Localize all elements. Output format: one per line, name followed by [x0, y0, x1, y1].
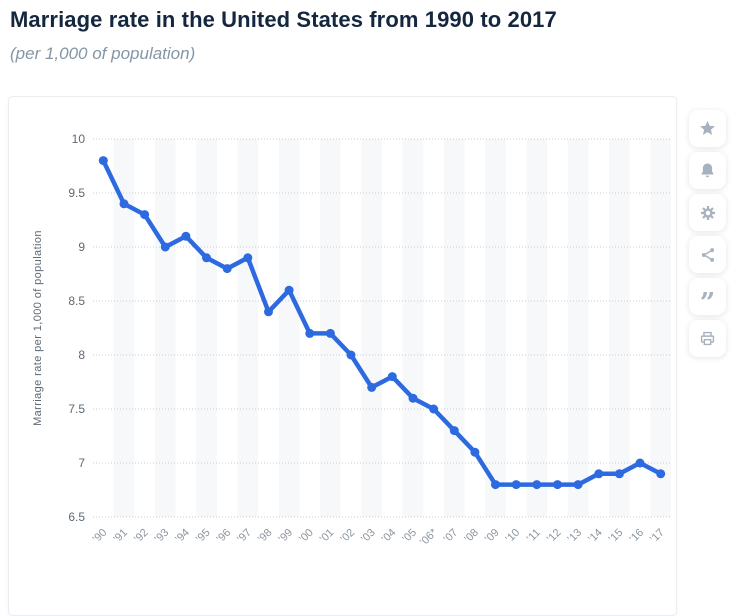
plot-band [154, 139, 176, 517]
data-point[interactable] [635, 458, 645, 468]
x-tick-label: ’90 [91, 527, 110, 546]
x-tick-label: ’11 [525, 527, 543, 545]
x-tick-label: ’93 [153, 527, 172, 546]
data-point[interactable] [614, 469, 624, 479]
x-tick-label: ’15 [607, 527, 626, 546]
plot-band [361, 139, 382, 517]
quote-icon: ” [699, 287, 716, 319]
x-tick-label: ’10 [503, 527, 522, 546]
gear-icon [700, 205, 715, 220]
print-button[interactable] [689, 320, 726, 357]
plot-band [650, 139, 671, 517]
data-point[interactable] [470, 447, 480, 457]
x-tick-label: ’01 [318, 527, 337, 546]
share-button[interactable] [689, 236, 726, 273]
y-tick-label: 9.5 [68, 186, 85, 200]
notifications-button[interactable] [689, 152, 726, 189]
x-tick-label: ’91 [111, 527, 130, 546]
chart-header: Marriage rate in the United States from … [10, 5, 670, 65]
x-tick-label: ’12 [545, 527, 564, 546]
data-point[interactable] [264, 307, 273, 317]
x-tick-label: ’09 [483, 527, 502, 546]
chart-card: 10 9.5 9 8.5 8 7.5 7 6.5 Marriage rate per 1,000… [8, 96, 677, 616]
x-tick-label: ’03 [359, 527, 378, 546]
plot-band [113, 139, 135, 517]
bell-icon [701, 163, 714, 178]
plot-band [278, 139, 300, 517]
chart-svg: 10 9.5 9 8.5 8 7.5 7 6.5 Marriage rate per 1,000… [32, 132, 671, 549]
x-tick-label: ’17 [648, 527, 667, 546]
x-tick-label: ’96 [214, 527, 233, 546]
data-point[interactable] [491, 480, 500, 490]
data-point[interactable] [532, 480, 542, 490]
data-point[interactable] [656, 469, 666, 479]
data-point[interactable] [387, 372, 397, 382]
x-tick-label: ’94 [173, 527, 192, 546]
y-tick-label: 7.5 [68, 402, 85, 416]
data-point[interactable] [305, 328, 315, 338]
y-tick-label: 8.5 [68, 294, 85, 308]
x-tick-label: ’98 [256, 527, 275, 546]
favorite-button[interactable] [689, 110, 726, 147]
chart-toolbar: ” [689, 110, 727, 357]
data-point[interactable] [429, 404, 439, 414]
plot-band [609, 139, 630, 517]
data-point[interactable] [511, 480, 521, 490]
data-point[interactable] [346, 350, 356, 360]
data-point[interactable] [284, 285, 294, 295]
plot-band [320, 139, 341, 517]
page-title: Marriage rate in the United States from … [10, 7, 557, 32]
data-point[interactable] [119, 199, 129, 209]
data-point[interactable] [222, 264, 232, 274]
plot-band [526, 139, 548, 517]
y-tick-label: 9 [78, 240, 85, 254]
x-tick-label: ’92 [132, 527, 151, 546]
share-icon [701, 247, 714, 262]
x-tick-label: ’13 [565, 527, 584, 546]
x-tick-label: ’02 [338, 527, 357, 546]
x-tick-label: ’95 [194, 527, 213, 546]
y-axis-title: Marriage rate per 1,000 of population [32, 230, 44, 426]
x-tick-label: ’99 [276, 527, 295, 546]
y-tick-label: 7 [78, 456, 85, 470]
x-tick-label: ’14 [586, 527, 605, 546]
data-point[interactable] [202, 253, 211, 263]
data-point[interactable] [408, 393, 418, 403]
data-point[interactable] [553, 480, 562, 490]
data-point[interactable] [449, 426, 459, 436]
plot-band [237, 139, 259, 517]
page-subtitle: (per 1,000 of population) [10, 44, 196, 63]
data-point[interactable] [325, 328, 335, 338]
plot-band [485, 139, 506, 517]
x-tick-label: ’00 [297, 527, 316, 546]
x-tick-label: ’97 [235, 527, 254, 546]
x-tick-label: ’04 [380, 527, 399, 546]
data-point[interactable] [181, 231, 191, 241]
print-icon [700, 331, 715, 346]
x-tick-label: ’08 [462, 527, 481, 546]
y-tick-label: 8 [78, 348, 85, 362]
plot-band [443, 139, 465, 517]
x-tick-label: ’05 [400, 527, 419, 546]
x-tick-label: ’06* [418, 526, 440, 548]
data-point[interactable] [367, 382, 377, 392]
data-point[interactable] [98, 156, 108, 166]
x-tick-label: ’07 [442, 527, 461, 546]
data-point[interactable] [573, 480, 583, 490]
plot-band [196, 139, 217, 517]
star-icon [700, 120, 715, 135]
data-point[interactable] [243, 253, 253, 263]
data-point[interactable] [594, 469, 604, 479]
cite-button[interactable]: ” [689, 278, 726, 319]
data-point[interactable] [160, 242, 170, 252]
plot-band [567, 139, 589, 517]
y-tick-label: 6.5 [68, 510, 85, 524]
y-tick-label: 10 [72, 132, 86, 146]
plot-band [402, 139, 424, 517]
line-series [101, 158, 663, 487]
x-tick-label: ’16 [627, 527, 646, 546]
settings-button[interactable] [689, 194, 726, 231]
data-point[interactable] [140, 210, 150, 220]
